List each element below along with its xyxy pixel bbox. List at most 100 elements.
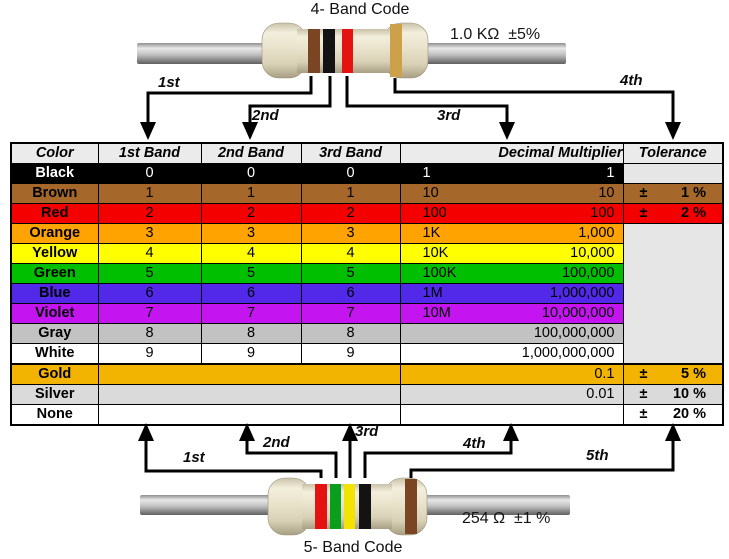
table-row-orange: Orange 3 3 3 1K 1,000 [10, 223, 724, 365]
table-row-blue: Blue 6 6 6 1M 1,000,000 [10, 283, 723, 304]
band3-value: 6 [300, 283, 401, 304]
tolerance-cell: ± 10 % [622, 384, 724, 405]
arrowhead-down-icon [665, 122, 681, 140]
tolerance-cell: ± 2 % [622, 203, 724, 224]
color-name: Red [10, 203, 99, 224]
multiplier-abbr: 1 [422, 165, 431, 182]
arrow-label-2nd: 2nd [263, 434, 290, 451]
header-color: Color [10, 142, 99, 164]
table-row-yellow: Yellow 4 4 4 10K 10,000 [10, 243, 723, 264]
band1-value: 6 [97, 283, 202, 304]
color-name: Blue [10, 283, 99, 304]
arrow-label-3rd: 3rd [437, 107, 461, 124]
four-band-title: 4- Band Code [310, 1, 410, 18]
band-3rd-red [342, 29, 353, 73]
band3-value: 7 [300, 303, 401, 324]
multiplier-cell: 10M 10,000,000 [399, 303, 624, 324]
table-row-black: Black 0 0 0 1 1 [10, 163, 724, 184]
band-3rd-yellow [344, 484, 355, 529]
table-row-gold: Gold 0.1 ± 5 % [10, 363, 724, 385]
arrow-label-1st: 1st [158, 74, 180, 91]
multiplier-cell: 0.1 [399, 363, 624, 385]
multiplier-cell: 10K 10,000 [399, 243, 624, 264]
color-name: Brown [10, 183, 99, 204]
color-name: White [10, 343, 99, 365]
color-name: Gold [10, 363, 99, 385]
color-name: Orange [10, 223, 99, 244]
plus-minus-sign: ± [639, 366, 648, 383]
band2-value: 0 [200, 163, 302, 184]
table-row-white: White 9 9 9 1,000,000,000 [10, 343, 723, 365]
band2-value: 1 [200, 183, 302, 204]
bands-merged-empty-cell [97, 404, 401, 426]
arrowhead-down-icon [499, 122, 515, 140]
table-row-violet: Violet 7 7 7 10M 10,000,000 [10, 303, 723, 324]
table-row-red: Red 2 2 2 100 100 ± 2 % [10, 203, 724, 224]
multiplier-full: 10 [598, 185, 615, 202]
band1-value: 8 [97, 323, 202, 344]
multiplier-cell: 100,000,000 [399, 323, 624, 344]
color-name: Silver [10, 384, 99, 405]
arrowhead-down-icon [242, 122, 258, 140]
band2-value: 2 [200, 203, 302, 224]
tolerance-empty-cell [622, 163, 724, 184]
band1-value: 1 [97, 183, 202, 204]
bands-merged-empty-cell [97, 384, 401, 405]
band-2nd-black [323, 29, 335, 73]
color-name: Black [10, 163, 99, 184]
multiplier-abbr: 10K [422, 245, 449, 262]
band2-value: 3 [200, 223, 302, 244]
multiplier-abbr: 1K [422, 225, 441, 242]
color-name: Gray [10, 323, 99, 344]
bands-merged-empty-cell [97, 363, 401, 385]
band-4th-black [359, 484, 371, 529]
table-header-row: Color 1st Band 2nd Band 3rd Band Decimal… [10, 142, 724, 164]
tolerance-value: 20 % [672, 406, 706, 423]
band3-value: 1 [300, 183, 401, 204]
multiplier-cell: 1M 1,000,000 [399, 283, 624, 304]
header-tolerance: Tolerance [622, 142, 724, 164]
plus-minus-sign: ± [639, 205, 648, 222]
color-name: Green [10, 263, 99, 284]
multiplier-full: 0.1 [594, 366, 615, 383]
color-name: Yellow [10, 243, 99, 264]
band1-value: 5 [97, 263, 202, 284]
multiplier-cell [399, 404, 624, 426]
multiplier-full: 100,000 [562, 265, 615, 282]
header-3rd-band: 3rd Band [300, 142, 401, 164]
plus-minus-sign: ± [639, 406, 648, 423]
multiplier-abbr: 10 [422, 185, 439, 202]
four-band-value-label: 1.0 KΩ ±5% [450, 26, 541, 43]
five-band-resistor-image [140, 477, 570, 536]
band2-value: 8 [200, 323, 302, 344]
table-row-gray: Gray 8 8 8 100,000,000 [10, 323, 723, 344]
multiplier-full: 100 [590, 205, 615, 222]
header-decimal-multiplier: Decimal Multiplier [399, 142, 624, 164]
arrow-label-4th: 4th [463, 435, 486, 452]
multiplier-full: 1,000,000 [549, 285, 615, 302]
multiplier-full: 10,000 [570, 245, 615, 262]
table-row-green: Green 5 5 5 100K 100,000 [10, 263, 723, 284]
color-name: None [10, 404, 99, 426]
tolerance-value: 1 % [681, 185, 706, 202]
band3-value: 4 [300, 243, 401, 264]
arrow-label-5th: 5th [586, 447, 609, 464]
five-band-title: 5- Band Code [303, 539, 403, 556]
band3-value: 9 [300, 343, 401, 365]
multiplier-abbr: 1M [422, 285, 443, 302]
color-code-table: Color 1st Band 2nd Band 3rd Band Decimal… [10, 142, 724, 426]
arrowhead-down-icon [140, 122, 156, 140]
band2-value: 7 [200, 303, 302, 324]
arrow-label-2nd: 2nd [252, 107, 279, 124]
multiplier-cell: 1 1 [399, 163, 624, 184]
multiplier-full: 100,000,000 [533, 325, 615, 342]
tolerance-cell: ± 20 % [622, 404, 724, 426]
arrow-label-3rd: 3rd [355, 423, 379, 440]
multiplier-full: 1 [606, 165, 615, 182]
band-2nd-green [330, 484, 341, 529]
band1-value: 7 [97, 303, 202, 324]
band1-value: 2 [97, 203, 202, 224]
tolerance-value: 2 % [681, 205, 706, 222]
multiplier-full: 0.01 [586, 386, 615, 403]
arrow-label-1st: 1st [183, 449, 205, 466]
